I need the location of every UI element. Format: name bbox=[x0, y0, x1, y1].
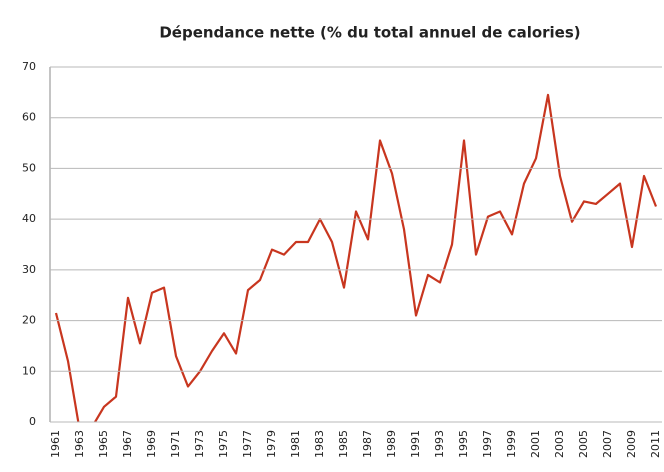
x-tick-label: 1979 bbox=[265, 430, 278, 458]
y-tick-label: 0 bbox=[29, 415, 36, 428]
x-tick-label: 1973 bbox=[193, 430, 206, 458]
data-line bbox=[54, 93, 658, 422]
x-tick-label: 2001 bbox=[529, 430, 542, 458]
x-tick-label: 1967 bbox=[121, 430, 134, 458]
x-tick-label: 1991 bbox=[409, 430, 422, 458]
chart-title: Dépendance nette (% du total annuel de c… bbox=[159, 24, 580, 42]
x-tick-label: 2011 bbox=[649, 430, 662, 458]
y-tick-label: 40 bbox=[22, 212, 36, 225]
x-tick-label: 1971 bbox=[169, 430, 182, 458]
x-tick-label: 1999 bbox=[505, 430, 518, 458]
y-tick-label: 30 bbox=[22, 263, 36, 276]
x-tick-label: 1989 bbox=[385, 430, 398, 458]
x-tick-label: 1987 bbox=[361, 430, 374, 458]
x-tick-label: 1985 bbox=[337, 430, 350, 458]
x-tick-label: 1993 bbox=[433, 430, 446, 458]
y-tick-label: 70 bbox=[22, 60, 36, 73]
x-tick-label: 1977 bbox=[241, 430, 254, 458]
x-tick-label: 2009 bbox=[625, 430, 638, 458]
x-tick-label: 1961 bbox=[49, 430, 62, 458]
x-tick-label: 1997 bbox=[481, 430, 494, 458]
plot-area bbox=[54, 93, 658, 422]
y-tick-label: 10 bbox=[22, 364, 36, 377]
x-tick-label: 2005 bbox=[577, 430, 590, 458]
y-tick-label: 20 bbox=[22, 314, 36, 327]
x-tick-label: 1963 bbox=[73, 430, 86, 458]
x-tick-label: 1969 bbox=[145, 430, 158, 458]
x-tick-label: 2007 bbox=[601, 430, 614, 458]
x-tick-label: 1975 bbox=[217, 430, 230, 458]
x-tick-label: 1983 bbox=[313, 430, 326, 458]
y-tick-label: 60 bbox=[22, 111, 36, 124]
x-tick-label: 1965 bbox=[97, 430, 110, 458]
x-tick-label: 1981 bbox=[289, 430, 302, 458]
x-tick-label: 1995 bbox=[457, 430, 470, 458]
x-tick-label: 2003 bbox=[553, 430, 566, 458]
y-tick-label: 50 bbox=[22, 161, 36, 174]
